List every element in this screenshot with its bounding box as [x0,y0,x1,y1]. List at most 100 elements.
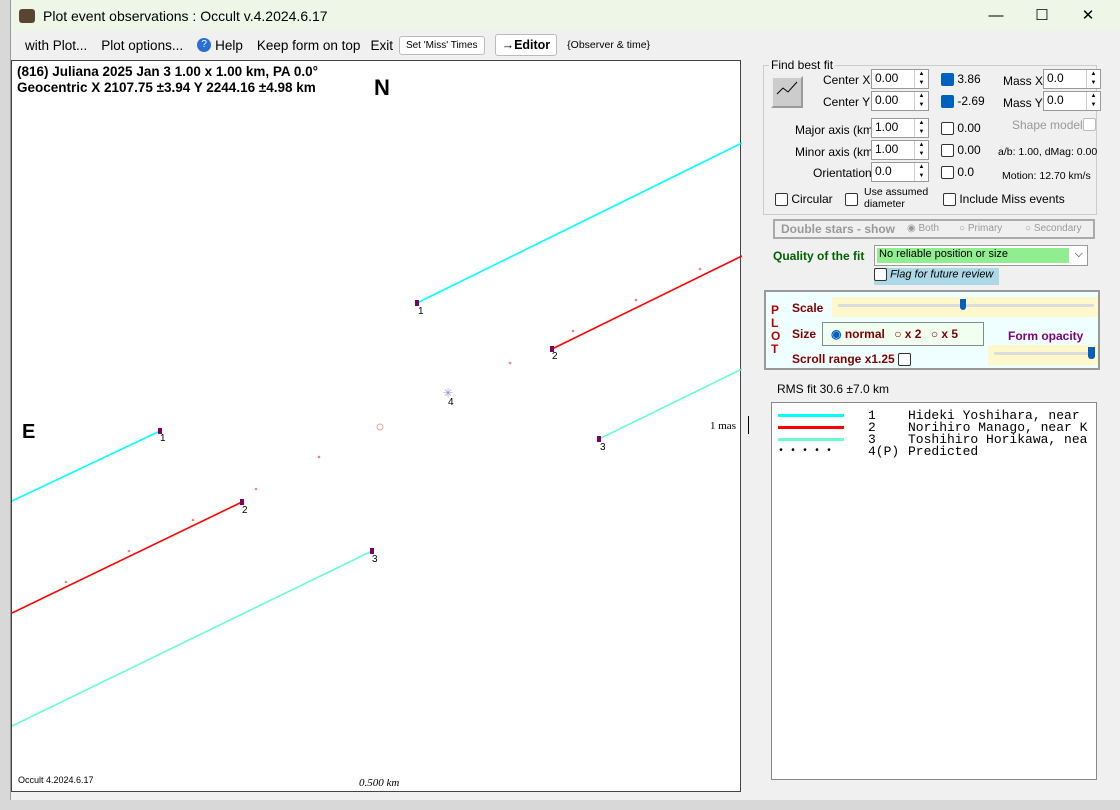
minor-axis-input[interactable]: 1.00 ▲ ▼ [871,140,929,160]
flag-review[interactable]: Flag for future review [874,268,999,285]
mass-y-input[interactable]: 0.0 ▲ ▼ [1043,91,1101,111]
scroll-range[interactable]: Scroll range x1.25 [792,352,912,367]
plot-header-line1: (816) Juliana 2025 Jan 3 1.00 x 1.00 km,… [17,64,319,79]
chord-3-line [598,368,742,440]
chord-end-marker [597,436,601,442]
maximize-button[interactable]: ☐ [1035,7,1049,24]
circular-checkbox[interactable] [775,193,788,207]
chord-label: 1 [160,433,166,444]
legend-number: 2 [868,419,876,435]
menu-exit[interactable]: Exit [370,37,393,53]
close-button[interactable]: ✕ [1081,7,1095,24]
size-normal-radio[interactable]: ◉ normal [831,327,885,341]
use-assumed-checkbox[interactable] [845,193,858,207]
best-fit-button[interactable] [771,76,803,108]
center-y-checkbox[interactable] [941,95,954,109]
opacity-slider[interactable] [988,345,1098,365]
plot-window: Plot event observations : Occult v.4.202… [10,0,1120,800]
plot-header-line2: Geocentric X 2107.75 ±3.94 Y 2244.16 ±4.… [17,80,316,95]
orientation-input[interactable]: 0.0 ▲ ▼ [871,162,929,182]
orientation-checkbox[interactable] [941,166,954,180]
scale-slider[interactable] [832,297,1098,317]
plot-title: PLOT [771,303,781,356]
predicted-center-marker: ✳ [443,386,453,400]
east-label: E [22,421,36,443]
minimize-button[interactable]: — [988,7,1004,24]
chord-1-line [12,430,161,502]
center-x-value: 3.86 [957,72,981,86]
center-x-input[interactable]: 0.00 ▲ ▼ [871,69,929,89]
menu-with-plot[interactable]: with Plot... [25,37,88,53]
legend-item: 2 Norihiro Manago, near K [772,419,1096,435]
chord-end-marker [415,300,419,306]
chord-label: 2 [552,351,558,362]
orientation-value: 0.0 [957,165,975,179]
size-x5-radio[interactable]: ○ x 5 [930,327,959,341]
chord-plot: ✳ 1 2 3 1 2 3 4 [12,142,742,727]
chord-end-marker [158,428,162,434]
set-miss-times-button[interactable]: Set 'Miss' Times [398,35,485,55]
help-icon[interactable]: ? [197,38,212,52]
ab-dmag-label: a/b: 1.00, dMag: 0.00 [998,146,1098,158]
window-title: Plot event observations : Occult v.4.202… [43,7,328,24]
spin-icon: ▲ ▼ [1086,92,1100,110]
scale-label: Scale [792,301,824,315]
center-y-value: -2.69 [957,94,985,108]
path-dot [571,329,575,333]
legend-swatch: • • • • • [778,445,833,457]
form-opacity-label: Form opacity [1008,329,1084,343]
chord-1-line [416,142,742,304]
title-bar: Plot event observations : Occult v.4.202… [11,0,1120,31]
size-radio-group: ◉ normal ○ x 2 ○ x 5 [822,322,984,346]
center-y-input[interactable]: 0.00 ▲ ▼ [871,91,929,111]
scale-slider-thumb[interactable] [960,299,966,310]
scale-mas-bar [748,416,749,434]
legend-number: 4(P) [868,443,900,459]
shape-model-checkbox[interactable] [1083,118,1096,132]
path-dot [127,549,131,553]
path-dot [64,580,68,584]
flag-review-checkbox[interactable] [874,268,887,281]
both-radio[interactable]: ◉ Both [907,223,940,234]
chart-icon [776,81,798,95]
app-icon [19,8,35,23]
menu-keep-on-top[interactable]: Keep form on top [256,37,361,53]
quality-dropdown[interactable]: No reliable position or size ⌵ [874,245,1088,266]
include-miss-checkbox[interactable] [943,193,956,207]
double-stars-group: Double stars - show ◉ Both ○ Primary ○ S… [773,219,1095,239]
plot-canvas[interactable]: (816) Juliana 2025 Jan 3 1.00 x 1.00 km,… [11,60,749,792]
minor-axis-checkbox[interactable] [941,144,954,158]
primary-radio[interactable]: ○ Primary [959,223,1003,234]
path-dot [317,455,321,459]
scale-km-label: 0.500 km [359,777,400,789]
spin-icon: ▲ ▼ [914,70,928,88]
center-x-checkbox[interactable] [941,73,954,87]
major-axis-checkbox[interactable] [941,122,954,136]
spin-icon: ▲ ▼ [914,141,928,159]
version-label: Occult 4.2024.6.17 [18,775,94,785]
chord-label: 2 [242,505,248,516]
secondary-radio[interactable]: ○ Secondary [1025,223,1082,234]
circular-label: Circular [791,192,833,206]
path-dot [254,487,258,491]
opacity-slider-thumb[interactable] [1088,347,1095,359]
legend-observer: Predicted [908,443,979,459]
spin-icon: ▲ ▼ [914,92,928,110]
find-best-fit-label: Find best fit [769,58,836,72]
path-dot [191,518,195,522]
menu-bar: with Plot... Plot options... ? Help Keep… [11,32,1120,58]
center-y-label: Center Y [823,95,871,109]
editor-button[interactable]: →Editor [494,34,558,56]
use-assumed-label: Use assumed diameter [864,186,929,210]
major-axis-input[interactable]: 1.00 ▲ ▼ [871,118,929,138]
legend-item: 1 Hideki Yoshihara, near [772,408,1096,423]
mass-x-input[interactable]: 0.0 ▲ ▼ [1043,69,1101,89]
include-miss-label: Include Miss events [959,192,1065,206]
menu-plot-options[interactable]: Plot options... [101,37,184,53]
find-best-fit-group [763,65,1097,215]
minor-axis-label: Minor axis (km) [795,145,878,159]
minor-axis-value: 0.00 [957,143,981,157]
observer-time-button[interactable]: {Observer & time} [567,39,651,51]
size-x2-radio[interactable]: ○ x 2 [894,327,922,341]
menu-help[interactable]: Help [215,37,243,53]
